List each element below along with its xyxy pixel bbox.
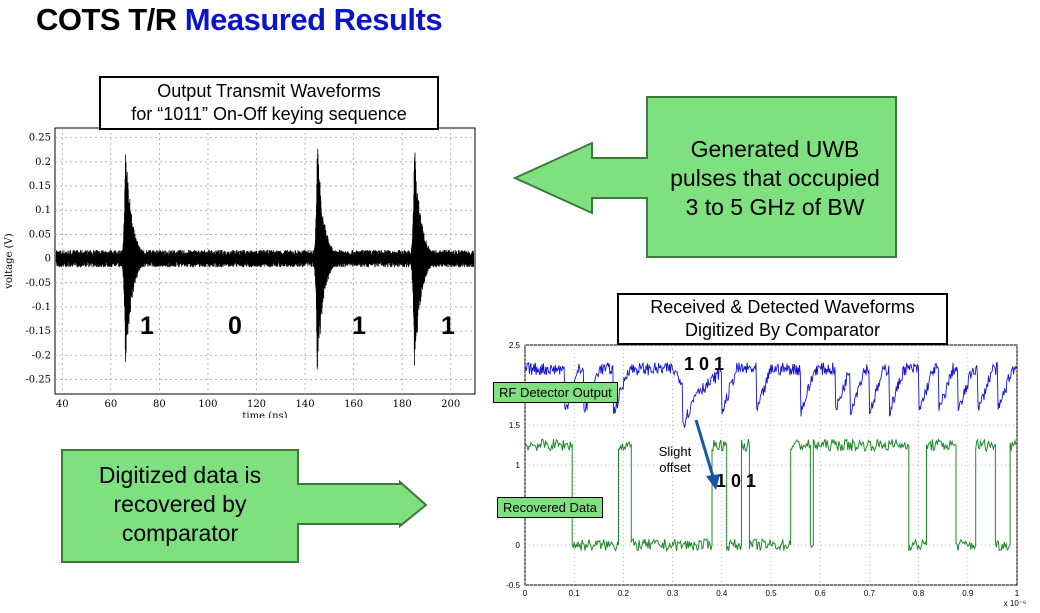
y-tick-label: 1.5 — [509, 421, 521, 430]
y-tick-label: 2.5 — [509, 341, 521, 350]
x-tick-label: 40 — [56, 399, 69, 410]
top-bit-1: 1 — [140, 312, 154, 340]
uwb-line2: pulses that occupied — [670, 165, 880, 191]
uwb-line1: Generated UWB — [690, 136, 860, 162]
x-tick-label: 0.6 — [815, 589, 827, 598]
x-tick-label: 0.7 — [864, 589, 876, 598]
top-bit-3: 1 — [352, 312, 366, 340]
recovered-data-label: Recovered Data — [497, 497, 603, 518]
recovered-data-trace — [524, 438, 1017, 553]
y-tick-label: -0.1 — [32, 302, 51, 313]
y-tick-label: 0.1 — [35, 205, 51, 216]
transmit-callout-line1: Output Transmit Waveforms — [157, 81, 381, 101]
x-tick-label: 0.5 — [765, 589, 777, 598]
y-tick-label: 1 — [516, 461, 521, 470]
y-tick-label: 0.05 — [29, 229, 51, 240]
offset-note-line2: offset — [659, 460, 691, 475]
rf-bits: 1 0 1 — [684, 354, 725, 374]
top-bit-2: 0 — [228, 312, 242, 340]
y-tick-label: -0.05 — [25, 278, 51, 289]
rf-detector-label: RF Detector Output — [493, 382, 618, 403]
received-callout-line1: Received & Detected Waveforms — [650, 297, 915, 317]
digitized-arrow-text: Digitized data is recovered by comparato… — [62, 461, 298, 548]
x-multiplier: x 10⁻⁶ — [1004, 599, 1027, 608]
received-callout: Received & Detected Waveforms Digitized … — [617, 293, 948, 345]
uwb-line3: 3 to 5 GHz of BW — [685, 194, 865, 220]
y-tick-label: 0.25 — [29, 133, 51, 144]
y-tick-label: 0 — [516, 541, 521, 550]
x-tick-label: 1 — [1015, 589, 1020, 598]
transmit-waveform-trace — [55, 148, 475, 370]
offset-note-line1: Slight — [658, 444, 692, 459]
y-tick-label: 0.2 — [35, 157, 51, 168]
title-black-part: COTS T/R — [36, 2, 177, 37]
digitized-line3: comparator — [121, 520, 239, 546]
x-tick-label: 140 — [296, 399, 315, 410]
x-tick-label: 0.1 — [569, 589, 581, 598]
x-tick-label: 200 — [441, 399, 460, 410]
transmit-waveform-chart: 40 60 80 100 120 140 160 180 2000.250.20.150.10.… — [4, 127, 476, 418]
uwb-callout-arrow — [512, 96, 897, 258]
x-tick-label: 180 — [393, 399, 412, 410]
digitized-line1: Digitized data is — [98, 462, 262, 488]
slide-title: COTS T/R Measured Results — [36, 2, 443, 38]
title-blue-part: Measured Results — [184, 2, 443, 37]
y-axis-label: voltage (V) — [4, 233, 15, 289]
transmit-callout-line2: for “1011” On-Off keying sequence — [131, 104, 407, 124]
x-tick-label: 0.9 — [962, 589, 974, 598]
received-waveform-chart: 0 0.1 0.2 0.3 0.4 0.5 0.6 0.7 0.8 0.9 12.51.510-0.… — [506, 341, 1027, 608]
y-tick-label: -0.15 — [25, 326, 51, 337]
y-tick-label: -0.5 — [506, 581, 520, 590]
rf-detector-trace — [524, 361, 1017, 429]
top-bit-4: 1 — [441, 312, 455, 340]
recovered-bits: 1 0 1 — [716, 471, 757, 491]
x-tick-label: 80 — [153, 399, 166, 410]
digitized-arrow-shape — [61, 449, 428, 563]
offset-arrow-line — [694, 419, 716, 481]
x-tick-label: 120 — [247, 399, 266, 410]
uwb-arrow-shape — [512, 96, 897, 258]
x-tick-label: 0.3 — [667, 589, 679, 598]
x-tick-label: 0.4 — [716, 589, 728, 598]
offset-arrow-head — [706, 474, 720, 490]
y-tick-label: -0.2 — [32, 350, 51, 361]
x-tick-label: 0.8 — [913, 589, 925, 598]
digitized-line2: recovered by — [113, 491, 247, 517]
x-tick-label: 0 — [523, 589, 528, 598]
offset-arrow — [694, 419, 720, 490]
x-tick-label: 0.2 — [618, 589, 630, 598]
transmit-callout: Output Transmit Waveforms for “1011” On-… — [99, 76, 439, 130]
x-tick-label: 60 — [104, 399, 117, 410]
offset-note: Slight offset — [650, 444, 700, 476]
uwb-arrow-text: Generated UWB pulses that occupied 3 to … — [650, 135, 900, 222]
x-axis-label: time (ns) — [242, 411, 287, 418]
y-tick-label: -0.25 — [25, 374, 51, 385]
x-tick-label: 100 — [198, 399, 217, 410]
digitized-callout-arrow — [61, 449, 428, 563]
y-tick-label: 0.15 — [29, 181, 51, 192]
received-callout-line2: Digitized By Comparator — [684, 320, 881, 340]
x-tick-label: 160 — [344, 399, 363, 410]
y-tick-label: 0 — [45, 254, 51, 265]
